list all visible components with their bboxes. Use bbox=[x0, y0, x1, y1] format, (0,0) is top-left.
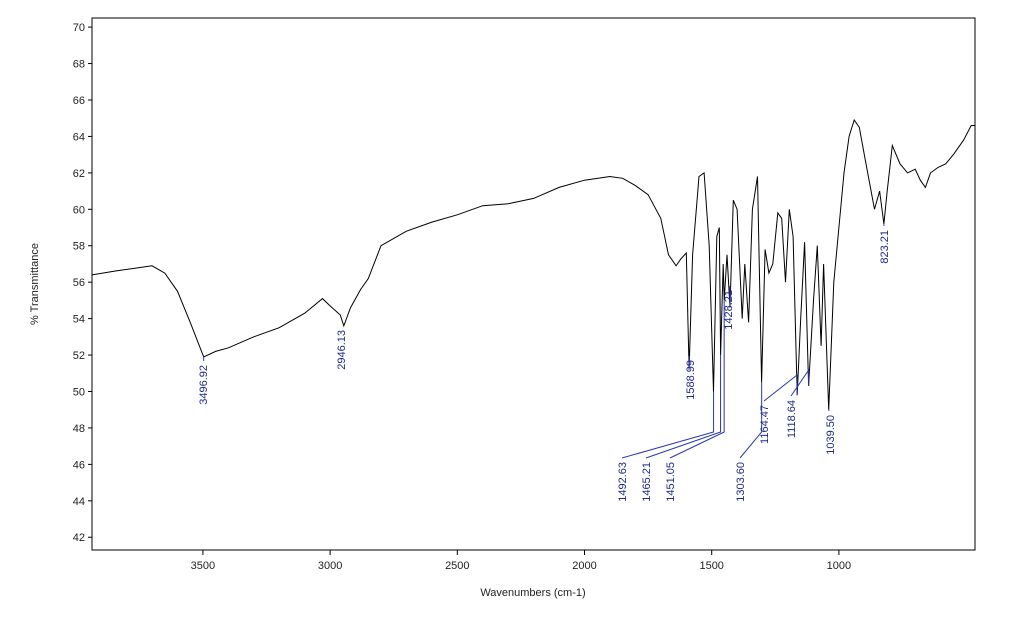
x-tick-label: 2000 bbox=[572, 560, 596, 572]
plot-frame bbox=[91, 17, 976, 551]
x-tick-label: 1000 bbox=[827, 560, 851, 572]
y-tick-label: 48 bbox=[73, 423, 85, 435]
peak-marker bbox=[739, 382, 763, 459]
y-tick-label: 54 bbox=[73, 314, 85, 326]
y-tick-label: 42 bbox=[73, 532, 85, 544]
peak-marker bbox=[669, 300, 725, 459]
y-tick-label: 68 bbox=[73, 59, 85, 71]
peak-marker bbox=[621, 391, 715, 459]
y-tick-label: 66 bbox=[73, 95, 85, 107]
peak-marker bbox=[645, 355, 722, 459]
x-axis-label: Wavenumbers (cm-1) bbox=[480, 587, 585, 599]
y-axis-label: % Transmittance bbox=[29, 243, 41, 325]
peak-label: 1588.99 bbox=[685, 360, 697, 400]
peak-marker bbox=[763, 373, 798, 402]
peak-label: 1465.21 bbox=[641, 462, 653, 502]
y-tick-label: 46 bbox=[73, 459, 85, 471]
peak-label: 1492.63 bbox=[617, 462, 629, 502]
peak-label: 3496.92 bbox=[198, 365, 210, 405]
peak-label: 1118.64 bbox=[786, 400, 798, 438]
peak-label: 1303.60 bbox=[735, 462, 747, 502]
y-tick-label: 44 bbox=[73, 496, 85, 508]
y-tick-label: 70 bbox=[73, 22, 85, 34]
y-tick-label: 52 bbox=[73, 350, 85, 362]
peak-marker bbox=[790, 368, 810, 397]
peak-label: 1428.21 bbox=[723, 290, 735, 330]
spectrum-line bbox=[91, 118, 975, 410]
peak-label: 2946.13 bbox=[336, 330, 348, 370]
peak-label: 823.21 bbox=[879, 230, 891, 264]
x-tick-label: 1500 bbox=[699, 560, 723, 572]
y-tick-label: 50 bbox=[73, 386, 85, 398]
y-tick-label: 60 bbox=[73, 204, 85, 216]
peak-label: 1451.05 bbox=[665, 462, 677, 502]
x-tick-label: 3000 bbox=[318, 560, 342, 572]
peak-label: 1039.50 bbox=[825, 415, 837, 455]
peak-label: 1164.47 bbox=[759, 405, 771, 444]
y-tick-label: 64 bbox=[73, 131, 85, 143]
y-tick-label: 56 bbox=[73, 277, 85, 289]
y-tick-label: 62 bbox=[73, 168, 85, 180]
x-tick-label: 2500 bbox=[445, 560, 469, 572]
y-tick-label: 58 bbox=[73, 241, 85, 253]
x-tick-label: 3500 bbox=[191, 560, 215, 572]
